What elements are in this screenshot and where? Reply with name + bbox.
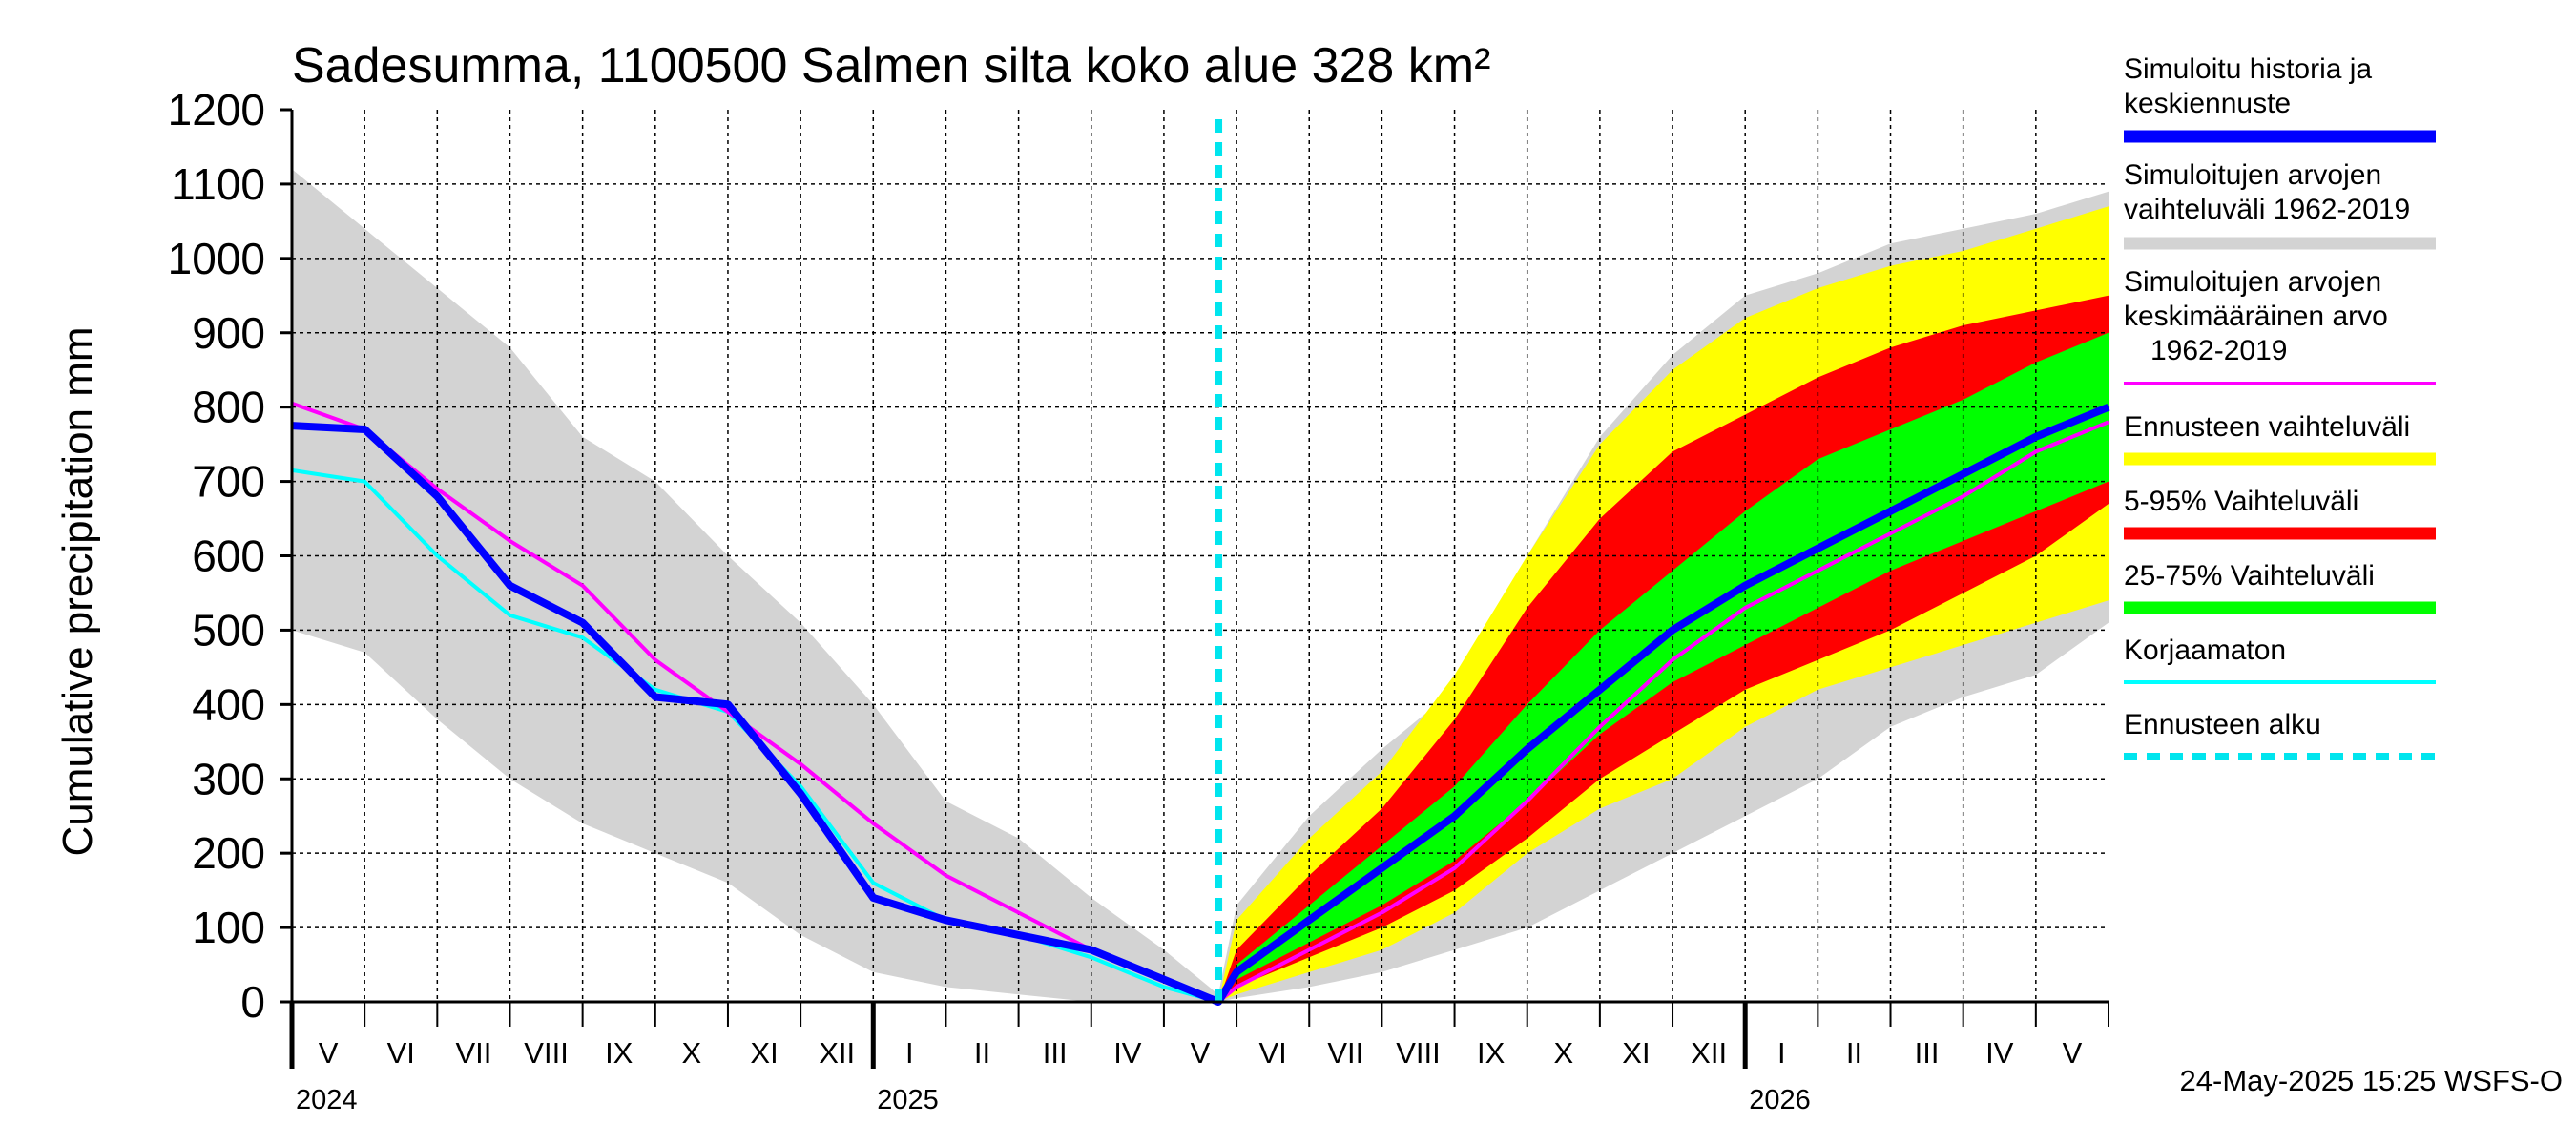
timestamp: 24-May-2025 15:25 WSFS-O bbox=[2180, 1064, 2563, 1097]
month-label-24: V bbox=[2063, 1036, 2083, 1070]
month-label-12: V bbox=[1191, 1036, 1211, 1070]
month-label-7: XII bbox=[819, 1036, 855, 1070]
month-label-10: III bbox=[1043, 1036, 1068, 1070]
axis-layer: 0 100 200 300 400 500 600 700 800 900 1000 1100 1200… bbox=[168, 85, 2109, 1115]
legend-label-1-1: vaihteluväli 1962-2019 bbox=[2124, 194, 2410, 225]
month-label-22: III bbox=[1915, 1036, 1940, 1070]
y-tick-label-8: 800 bbox=[192, 383, 265, 432]
legend-label-2-2: 1962-2019 bbox=[2150, 335, 2287, 366]
month-label-13: VI bbox=[1259, 1036, 1287, 1070]
year-label-0: 2024 bbox=[296, 1085, 358, 1115]
month-label-0: V bbox=[319, 1036, 339, 1070]
y-tick-label-10: 1000 bbox=[168, 234, 265, 283]
month-label-6: XI bbox=[750, 1036, 778, 1070]
year-label-1: 2025 bbox=[877, 1085, 939, 1115]
y-tick-label-6: 600 bbox=[192, 531, 265, 581]
month-label-17: X bbox=[1553, 1036, 1573, 1070]
y-axis-label: Cumulative precipitation mm bbox=[54, 326, 101, 856]
y-tick-label-3: 300 bbox=[192, 754, 265, 803]
month-label-23: IV bbox=[1985, 1036, 2014, 1070]
month-label-18: XI bbox=[1622, 1036, 1650, 1070]
month-label-11: IV bbox=[1113, 1036, 1142, 1070]
month-label-2: VII bbox=[455, 1036, 491, 1070]
legend-label-2-1: keskimääräinen arvo bbox=[2124, 301, 2388, 332]
month-label-3: VIII bbox=[524, 1036, 569, 1070]
month-label-21: II bbox=[1846, 1036, 1862, 1070]
month-label-4: IX bbox=[605, 1036, 634, 1070]
legend-label-2-0: Simuloitujen arvojen bbox=[2124, 266, 2381, 298]
y-tick-label-4: 400 bbox=[192, 679, 265, 729]
y-tick-label-1: 100 bbox=[192, 903, 265, 952]
legend-label-1-0: Simuloitujen arvojen bbox=[2124, 159, 2381, 191]
y-tick-label-0: 0 bbox=[240, 977, 265, 1027]
legend-label-5-0: 25-75% Vaihteluväli bbox=[2124, 560, 2375, 592]
month-label-16: IX bbox=[1477, 1036, 1506, 1070]
month-label-20: I bbox=[1777, 1036, 1786, 1070]
y-tick-label-7: 700 bbox=[192, 457, 265, 507]
legend-label-6-0: Korjaamaton bbox=[2124, 635, 2286, 666]
y-tick-label-9: 900 bbox=[192, 308, 265, 358]
legend-label-0-1: keskiennuste bbox=[2124, 88, 2291, 119]
legend-label-7-0: Ennusteen alku bbox=[2124, 709, 2321, 740]
month-label-1: VI bbox=[387, 1036, 415, 1070]
month-label-5: X bbox=[682, 1036, 702, 1070]
chart-title: Sadesumma, 1100500 Salmen silta koko alu… bbox=[292, 38, 1490, 94]
month-label-9: II bbox=[974, 1036, 990, 1070]
month-label-8: I bbox=[905, 1036, 914, 1070]
year-label-2: 2026 bbox=[1749, 1085, 1811, 1115]
band-0 bbox=[292, 169, 2109, 1003]
legend-label-3-0: Ennusteen vaihteluväli bbox=[2124, 411, 2410, 443]
grid-layer bbox=[292, 110, 2109, 1002]
month-label-15: VIII bbox=[1396, 1036, 1441, 1070]
y-tick-label-2: 200 bbox=[192, 828, 265, 878]
legend-label-4-0: 5-95% Vaihteluväli bbox=[2124, 486, 2358, 517]
month-label-14: VII bbox=[1327, 1036, 1363, 1070]
y-tick-label-5: 500 bbox=[192, 605, 265, 655]
y-tick-label-12: 1200 bbox=[168, 85, 265, 135]
month-label-19: XII bbox=[1691, 1036, 1727, 1070]
y-tick-label-11: 1100 bbox=[171, 159, 265, 209]
legend-label-0-0: Simuloitu historia ja bbox=[2124, 53, 2372, 85]
